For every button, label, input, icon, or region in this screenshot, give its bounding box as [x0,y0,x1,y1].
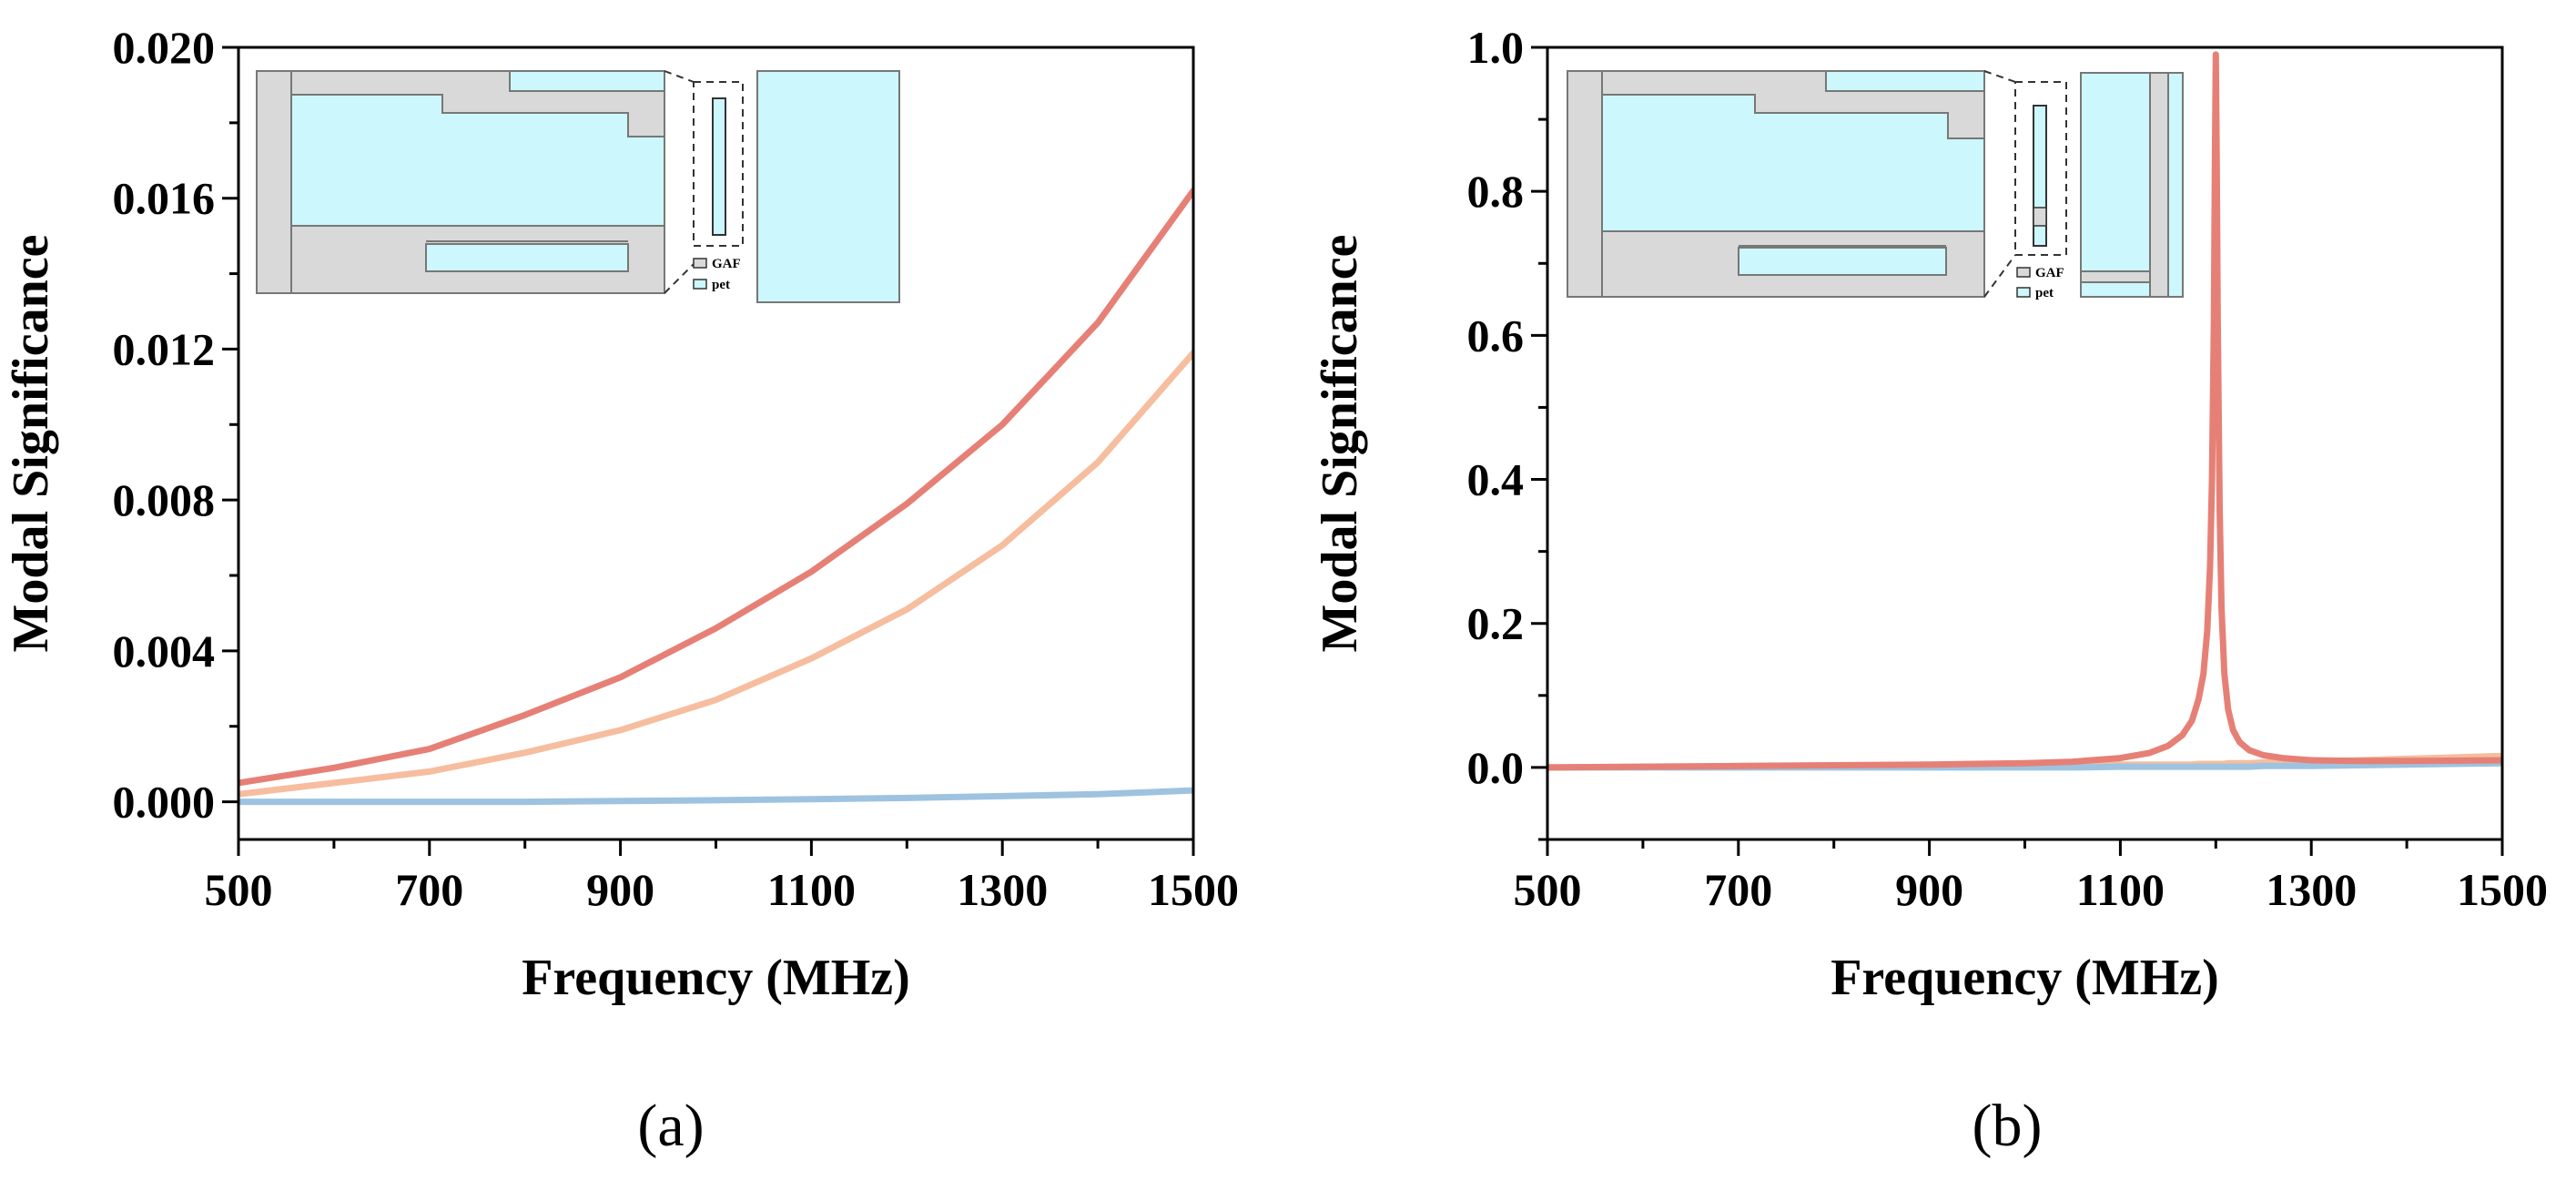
y-tick-label: 0.012 [113,323,216,374]
inset-b-pet-main [1601,94,1985,232]
inset-a-pet-top [509,70,665,92]
panel-b-inset: GAF pet [1567,70,2184,300]
inset-b-detail-pet [2080,72,2151,298]
y-axis-title: Modal Significance [3,235,59,653]
panel-b: GAF pet 500 700 900 1100 1300 1500 0.0 0.2 0.4 0.… [1312,22,2548,1159]
y-tick-label: 0.0 [1467,742,1525,793]
inset-b-legend-gaf: GAF [2035,266,2064,280]
series-line-2 [238,350,1193,798]
inset-a-legend-pet: pet [712,278,730,292]
series-line-1 [238,187,1193,787]
series-line-3 [238,787,1193,806]
panel-a: GAF pet 500 700 900 1100 1300 1500 0.000 0.004 0… [3,22,1239,1159]
plot-a: 500 700 900 1100 1300 1500 0.000 0.004 0.008 0.01… [3,22,1239,1006]
inset-a-zoom-strip [712,97,726,236]
series-line-3 [1547,759,2502,771]
x-tick-label: 700 [395,864,463,915]
inset-b-zoom-gaf [2033,207,2047,227]
inset-b-zoom-box [2014,81,2067,256]
inset-b-legend-gaf-swatch [2016,267,2031,278]
inset-a-detail [756,70,900,303]
x-tick-label: 1300 [957,864,1048,915]
y-tick-label: 1.0 [1467,22,1525,73]
y-tick-label: 0.4 [1467,454,1525,505]
inset-b-pet-bottom [1738,247,1947,276]
inset-b-zoom-line-top [1983,70,2016,83]
inset-b-legend-pet-swatch [2016,287,2031,298]
x-tick-label: 500 [1514,864,1582,915]
x-tick-label: 1500 [2457,864,2548,915]
x-tick-label: 1300 [2266,864,2357,915]
x-axis-title: Frequency (MHz) [522,950,910,1006]
series-line-1 [1547,51,2502,771]
x-tick-label: 900 [1895,864,1963,915]
plot-b: 500 700 900 1100 1300 1500 0.0 0.2 0.4 0.6 0.8 1.0 F… [1312,22,2548,1006]
inset-a-legend-pet-swatch [693,279,707,290]
inset-b-zoom-line-bottom [1983,254,2016,298]
inset-b-detail-pet-right [2167,72,2184,298]
x-tick-label: 1100 [2076,864,2165,915]
y-tick-label: 0.016 [113,173,216,224]
panel-label-b: (b) [1973,1093,2043,1159]
x-tick-label: 700 [1704,864,1772,915]
x-tick-label: 900 [586,864,654,915]
y-tick-label: 0.2 [1467,598,1525,649]
x-tick-label: 1100 [767,864,856,915]
y-axis-title: Modal Significance [1312,235,1368,653]
inset-a-pet-bottom [425,243,629,272]
inset-b-legend-pet: pet [2035,286,2054,300]
y-tick-label: 0.000 [113,777,216,828]
x-tick-label: 500 [205,864,273,915]
inset-a-pet-main [290,94,665,227]
x-axis-title: Frequency (MHz) [1831,950,2219,1006]
y-tick-label: 0.6 [1467,310,1525,361]
x-tick-label: 1500 [1148,864,1239,915]
inset-a-legend-gaf: GAF [712,257,741,271]
y-tick-label: 0.004 [113,626,216,676]
inset-a-zoom-line-top [664,70,695,83]
inset-b-pet-top [1825,70,1985,92]
inset-a-legend-gaf-swatch [693,258,707,269]
y-tick-label: 0.008 [113,474,216,525]
y-tick-label: 0.8 [1467,166,1525,217]
inset-a-zoom-line-bottom [664,263,695,294]
panel-a-inset: GAF pet [256,70,900,303]
panel-label-a: (a) [637,1093,704,1159]
inset-b-detail-gaf-strip [2149,72,2169,298]
inset-b-detail-gaf-bottom [2080,270,2151,283]
inset-a-zoom-box [693,81,744,247]
y-tick-label: 0.020 [113,22,216,73]
